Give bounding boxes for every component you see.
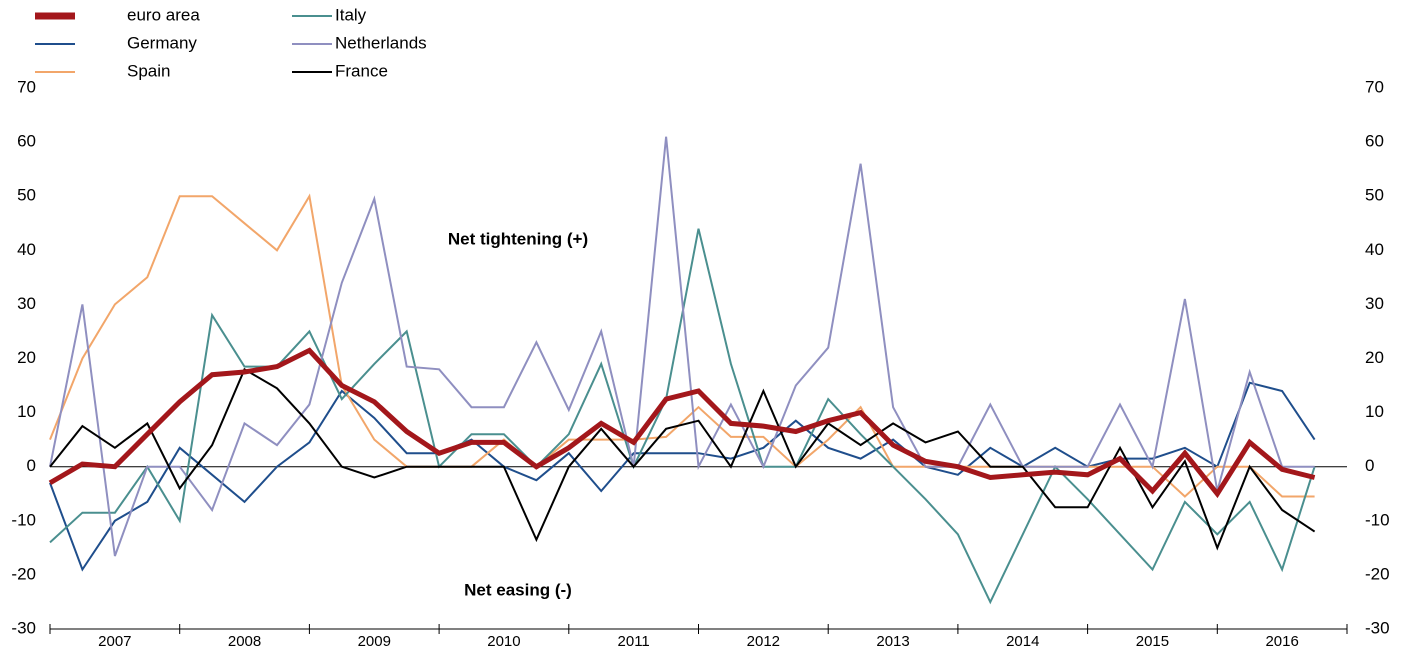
y2-tick-label: 70	[1365, 77, 1384, 96]
y-tick-label: 60	[17, 132, 36, 151]
x-tick-label: 2013	[876, 633, 909, 650]
y-tick-label: 30	[17, 294, 36, 313]
x-tick-label: 2011	[618, 633, 650, 650]
y-tick-label: -30	[11, 618, 36, 637]
y-tick-label: 40	[17, 240, 36, 259]
line	[49, 381, 1316, 572]
line	[49, 228, 1316, 605]
y-tick-label: 20	[17, 348, 36, 367]
y2-tick-label: 30	[1365, 294, 1384, 313]
y-tick-label: 50	[17, 186, 36, 205]
y-tick-label: 0	[27, 456, 36, 475]
y2-tick-label: 0	[1365, 456, 1374, 475]
line	[49, 136, 1315, 557]
y2-tick-label: 60	[1365, 132, 1384, 151]
x-tick-label: 2010	[487, 633, 520, 650]
y2-tick-label: -20	[1365, 564, 1390, 583]
legend-label: Spain	[127, 61, 170, 80]
legend-label: Italy	[335, 5, 367, 24]
line	[48, 347, 1316, 499]
legend-label: euro area	[127, 5, 200, 24]
y2-tick-label: 20	[1365, 348, 1384, 367]
y-tick-label: -10	[11, 510, 36, 529]
y-tick-label: 10	[17, 402, 36, 421]
y2-tick-label: 40	[1365, 240, 1384, 259]
legend-label: France	[335, 61, 388, 80]
y2-tick-label: 10	[1365, 402, 1384, 421]
x-tick-label: 2012	[747, 633, 780, 650]
y2-tick-label: -10	[1365, 510, 1390, 529]
annotation: Net easing (-)	[464, 580, 572, 599]
x-tick-label: 2014	[1006, 633, 1039, 650]
y-tick-label: -20	[11, 564, 36, 583]
x-tick-label: 2009	[358, 633, 391, 650]
y2-tick-label: -30	[1365, 618, 1390, 637]
y2-tick-label: 50	[1365, 186, 1384, 205]
x-tick-label: 2016	[1265, 633, 1298, 650]
legend-label: Germany	[127, 33, 197, 52]
line	[49, 367, 1316, 551]
x-tick-label: 2007	[98, 633, 131, 650]
legend-label: Netherlands	[335, 33, 427, 52]
x-tick-label: 2008	[228, 633, 261, 650]
x-tick-label: 2015	[1136, 633, 1169, 650]
y-tick-label: 70	[17, 77, 36, 96]
annotation: Net tightening (+)	[448, 229, 588, 248]
line	[49, 193, 1315, 498]
